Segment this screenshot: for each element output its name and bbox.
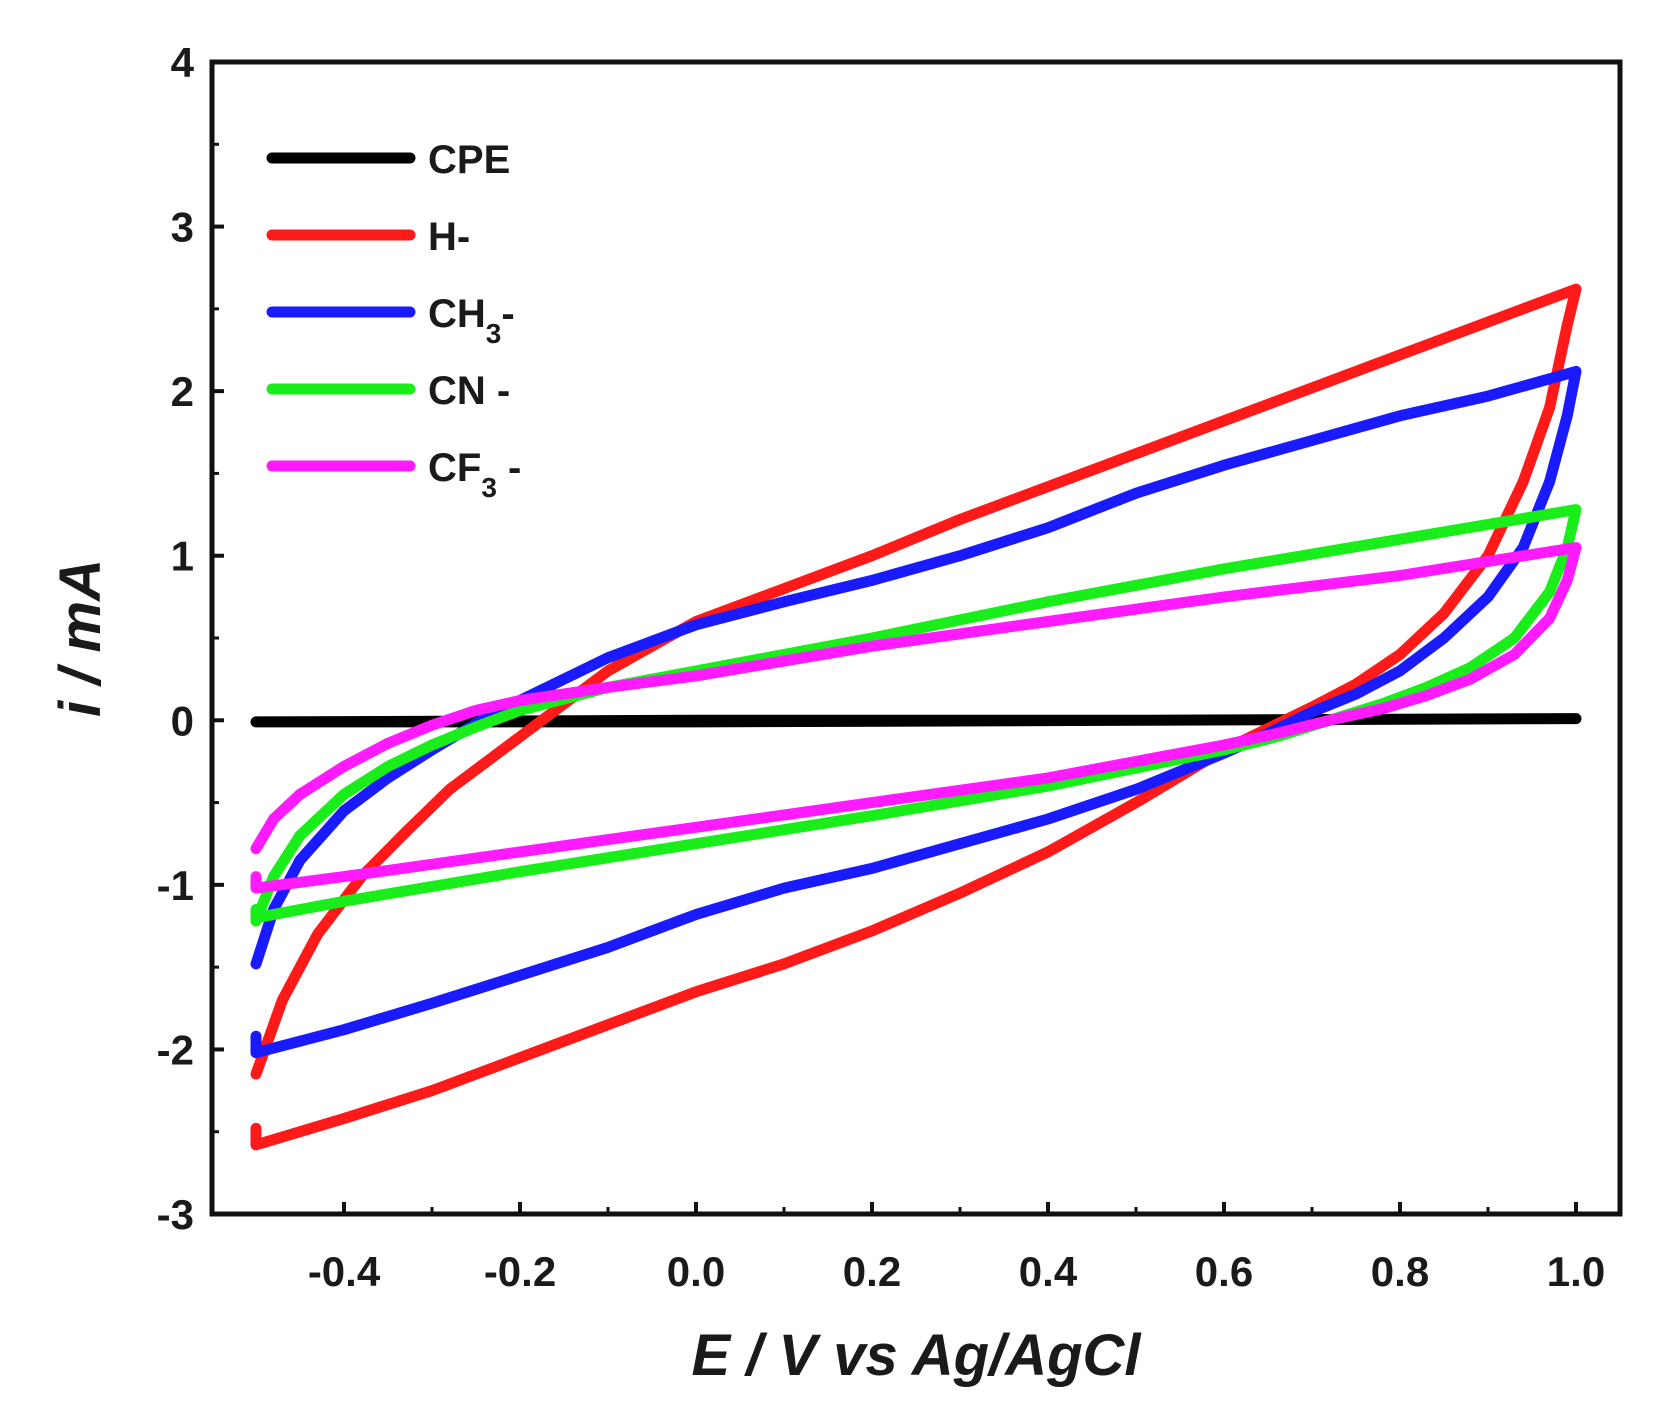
x-tick-label: -0.4 <box>308 1248 381 1295</box>
y-tick-label: -1 <box>157 862 194 909</box>
x-axis: -0.4 -0.2 0.0 0.2 0.4 0.6 0.8 1.0 <box>308 1202 1605 1295</box>
legend: CPE H- CH3- CN - CF3 - <box>266 138 521 503</box>
legend-label-3: CN - <box>428 369 510 413</box>
y-tick-label: 3 <box>171 204 194 251</box>
y-axis: -3 -2 -1 0 1 2 3 4 <box>157 39 224 1238</box>
legend-label-4: CF3 - <box>428 446 521 503</box>
series-line-4 <box>250 542 1582 894</box>
series-line-0 <box>250 713 1582 728</box>
x-tick-label: 1.0 <box>1547 1248 1605 1295</box>
x-axis-title: E / V vs Ag/AgCl <box>691 1323 1142 1388</box>
x-tick-label: 0.0 <box>667 1248 725 1295</box>
y-tick-label: 0 <box>171 697 194 744</box>
y-tick-label: -3 <box>157 1191 194 1238</box>
series-layer <box>250 283 1582 1151</box>
x-tick-label: 0.8 <box>1371 1248 1429 1295</box>
series-line-1 <box>250 283 1582 1151</box>
y-tick-label: 1 <box>171 533 194 580</box>
legend-label-0: CPE <box>428 138 510 182</box>
legend-label-1: H- <box>428 215 470 259</box>
x-tick-label: 0.6 <box>1195 1248 1253 1295</box>
x-tick-label: 0.4 <box>1019 1248 1078 1295</box>
x-tick-label: 0.2 <box>843 1248 901 1295</box>
y-tick-label: -2 <box>157 1026 194 1073</box>
y-axis-title: i / mA <box>48 559 113 717</box>
y-tick-label: 2 <box>171 368 194 415</box>
legend-label-2: CH3- <box>428 292 515 349</box>
x-tick-label: -0.2 <box>484 1248 556 1295</box>
y-tick-label: 4 <box>171 39 195 86</box>
